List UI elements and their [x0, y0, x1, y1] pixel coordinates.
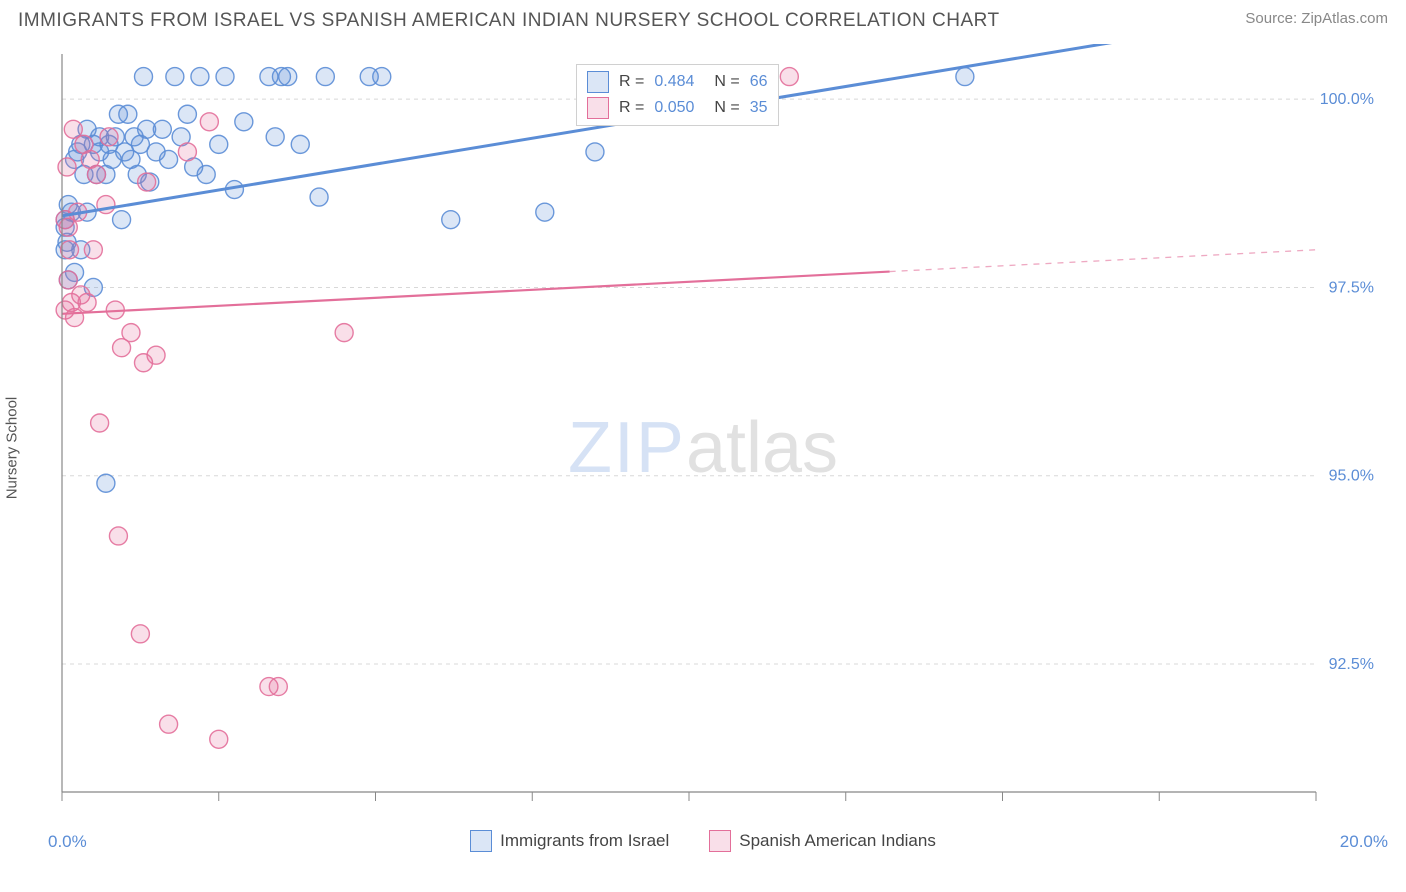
square-icon [587, 97, 609, 119]
square-icon [470, 830, 492, 852]
svg-text:95.0%: 95.0% [1329, 468, 1374, 485]
r-value: 0.484 [654, 73, 694, 91]
chart-container: Nursery School 92.5%95.0%97.5%100.0% ZIP… [18, 44, 1388, 852]
legend-row: R = 0.050 N = 35 [587, 95, 768, 121]
x-min-label: 0.0% [48, 832, 87, 852]
legend-item-spanish: Spanish American Indians [709, 830, 936, 852]
page-title: IMMIGRANTS FROM ISRAEL VS SPANISH AMERIC… [18, 10, 1000, 32]
source-link[interactable]: ZipAtlas.com [1301, 10, 1388, 27]
legend-label-spanish: Spanish American Indians [739, 831, 936, 851]
legend-row: R = 0.484 N = 66 [587, 69, 768, 95]
svg-text:97.5%: 97.5% [1329, 279, 1374, 296]
legend-item-israel: Immigrants from Israel [470, 830, 669, 852]
square-icon [587, 71, 609, 93]
square-icon [709, 830, 731, 852]
svg-text:92.5%: 92.5% [1329, 656, 1374, 673]
svg-text:100.0%: 100.0% [1320, 91, 1374, 108]
r-value: 0.050 [654, 99, 694, 117]
x-max-label: 20.0% [1340, 832, 1388, 852]
r-label: R = [619, 99, 644, 117]
n-value: 66 [750, 73, 768, 91]
r-label: R = [619, 73, 644, 91]
correlation-legend: R = 0.484 N = 66 R = 0.050 N = 35 [576, 64, 779, 126]
scatter-plot: 92.5% 95.0% 97.5% 100.0% [48, 44, 1388, 852]
n-value: 35 [750, 99, 768, 117]
source-attribution: Source: ZipAtlas.com [1245, 10, 1388, 27]
series-legend: 0.0% Immigrants from Israel Spanish Amer… [18, 830, 1388, 852]
n-label: N = [714, 73, 739, 91]
n-label: N = [714, 99, 739, 117]
legend-label-israel: Immigrants from Israel [500, 831, 669, 851]
source-prefix: Source: [1245, 10, 1301, 27]
y-axis-label: Nursery School [4, 397, 21, 500]
